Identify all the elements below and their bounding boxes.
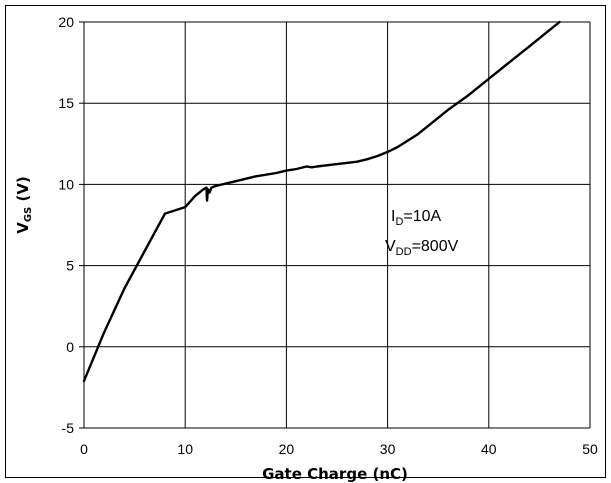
- x-tick-labels: 0 10 20 30 40 50: [80, 441, 598, 457]
- x-tick-label: 30: [380, 441, 396, 457]
- grid-lines: [79, 21, 591, 429]
- annotation-drain-current: ID=10A: [391, 208, 442, 228]
- y-tick-label: 20: [58, 14, 74, 30]
- y-tick-label: 0: [66, 339, 74, 355]
- x-tick-label: 40: [481, 441, 497, 457]
- y-tick-label: 15: [58, 95, 74, 111]
- x-tick-label: 10: [177, 441, 193, 457]
- annotation-supply-voltage: VDD=800V: [385, 238, 459, 258]
- series-line: [82, 20, 561, 383]
- x-tick-label: 0: [80, 441, 88, 457]
- x-tick-label: 50: [582, 441, 598, 457]
- x-tick-label: 20: [279, 441, 295, 457]
- y-tick-label: 10: [58, 176, 74, 192]
- y-tick-labels: -5 0 5 10 15 20: [58, 14, 74, 436]
- y-axis-label: VGS (V): [14, 176, 34, 234]
- plot-frame: [5, 5, 606, 478]
- y-tick-label: -5: [62, 420, 75, 436]
- y-tick-label: 5: [66, 258, 74, 274]
- x-axis-label: Gate Charge (nC): [262, 465, 408, 483]
